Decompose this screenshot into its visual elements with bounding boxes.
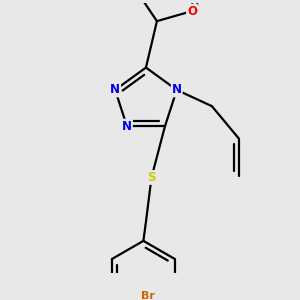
Text: N: N (110, 83, 120, 96)
Text: Br: Br (141, 290, 155, 300)
Text: S: S (147, 171, 156, 184)
Text: N: N (172, 83, 182, 96)
Text: N: N (122, 120, 132, 133)
Text: O: O (187, 4, 197, 18)
